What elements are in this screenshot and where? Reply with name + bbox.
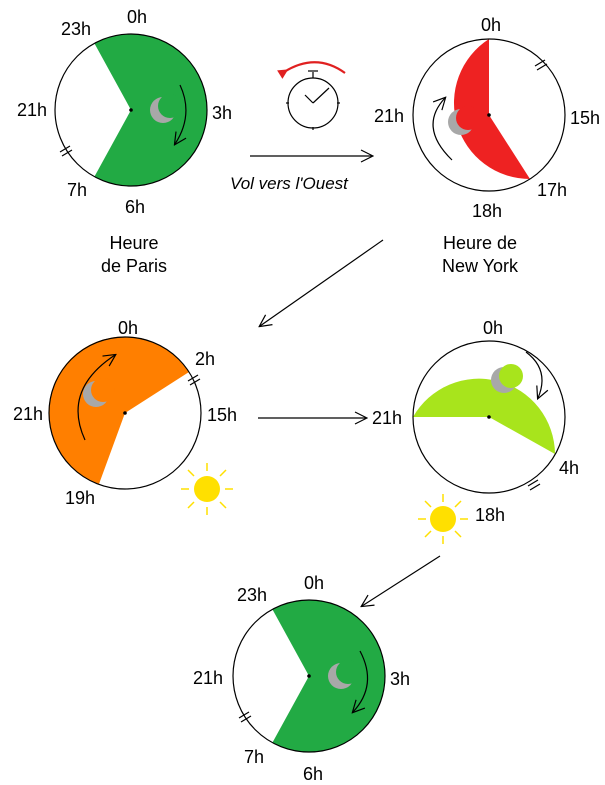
moon-icon bbox=[448, 106, 480, 135]
hour-label: 19h bbox=[65, 488, 95, 508]
cut-mark-icon bbox=[527, 479, 541, 491]
hour-label: 15h bbox=[570, 108, 600, 128]
hour-label: 23h bbox=[237, 585, 267, 605]
stopwatch-icon bbox=[286, 70, 340, 130]
hour-label: 18h bbox=[472, 201, 502, 221]
clock-caption: Heure de bbox=[443, 233, 517, 253]
cut-mark-icon bbox=[238, 711, 252, 723]
rotation-arrow-icon bbox=[353, 650, 369, 712]
clock-center bbox=[123, 411, 127, 415]
cut-mark-icon bbox=[59, 145, 73, 157]
hour-label: 21h bbox=[17, 100, 47, 120]
hour-label: 23h bbox=[61, 19, 91, 39]
clock-face bbox=[412, 38, 566, 192]
flow-arrow-icon bbox=[260, 239, 384, 326]
clock-center bbox=[307, 674, 311, 678]
hour-label: 18h bbox=[475, 505, 505, 525]
hour-label: 2h bbox=[195, 349, 215, 369]
rotation-arrow-icon bbox=[77, 355, 115, 441]
night-sector bbox=[413, 378, 555, 454]
clock-face bbox=[54, 33, 208, 187]
clock-caption: Heure bbox=[109, 233, 158, 253]
rewind-arrow-icon bbox=[277, 61, 346, 79]
clock-center bbox=[487, 415, 491, 419]
hour-label: 21h bbox=[374, 106, 404, 126]
hour-label: 0h bbox=[127, 7, 147, 27]
rotation-arrow-icon bbox=[432, 98, 453, 161]
rotation-arrow-icon bbox=[175, 84, 187, 144]
moon-icon bbox=[328, 660, 360, 689]
hour-label: 7h bbox=[67, 180, 87, 200]
hour-label: 0h bbox=[304, 573, 324, 593]
hour-label: 15h bbox=[207, 405, 237, 425]
hour-label: 21h bbox=[372, 408, 402, 428]
hour-label: 0h bbox=[481, 15, 501, 35]
clock-center bbox=[487, 113, 491, 117]
clock-4: 0h 21h 4h 18h bbox=[372, 318, 579, 544]
clock-center bbox=[129, 108, 133, 112]
moon-icon bbox=[150, 94, 182, 123]
clock-face bbox=[412, 340, 566, 494]
hour-label: 0h bbox=[483, 318, 503, 338]
flow-arrow-icon bbox=[362, 555, 441, 606]
hour-label: 0h bbox=[118, 318, 138, 338]
moon-icon bbox=[83, 378, 115, 407]
night-sector bbox=[453, 39, 530, 179]
clock-paris-1: 23h 0h 3h 21h 7h 6h Heure de Paris bbox=[17, 7, 232, 276]
moon-icon bbox=[491, 364, 523, 393]
hour-label: 6h bbox=[303, 764, 323, 784]
night-sector bbox=[48, 336, 189, 484]
cut-mark-icon bbox=[534, 59, 548, 71]
hour-label: 3h bbox=[212, 103, 232, 123]
sun-icon bbox=[181, 463, 233, 515]
clock-caption: de Paris bbox=[101, 256, 167, 276]
hour-label: 21h bbox=[193, 668, 223, 688]
rotation-arrow-icon bbox=[525, 351, 542, 398]
sun-icon bbox=[418, 494, 468, 544]
hour-label: 4h bbox=[559, 458, 579, 478]
cut-mark-icon bbox=[187, 374, 201, 386]
hour-label: 21h bbox=[13, 404, 43, 424]
clock-paris-2: 23h 0h 21h 3h 7h 6h bbox=[193, 573, 410, 784]
clock-newyork-1: 0h 21h 15h 17h 18h Heure de New York bbox=[374, 15, 600, 276]
clock-3: 0h 2h 21h 15h 19h bbox=[13, 318, 237, 515]
clock-face bbox=[232, 599, 386, 753]
hour-label: 6h bbox=[125, 197, 145, 217]
clock-face bbox=[48, 336, 202, 490]
clock-caption: New York bbox=[442, 256, 519, 276]
hour-label: 3h bbox=[390, 669, 410, 689]
hour-label: 7h bbox=[244, 747, 264, 767]
hour-label: 17h bbox=[537, 180, 567, 200]
flight-label: Vol vers l'Ouest bbox=[230, 174, 349, 193]
